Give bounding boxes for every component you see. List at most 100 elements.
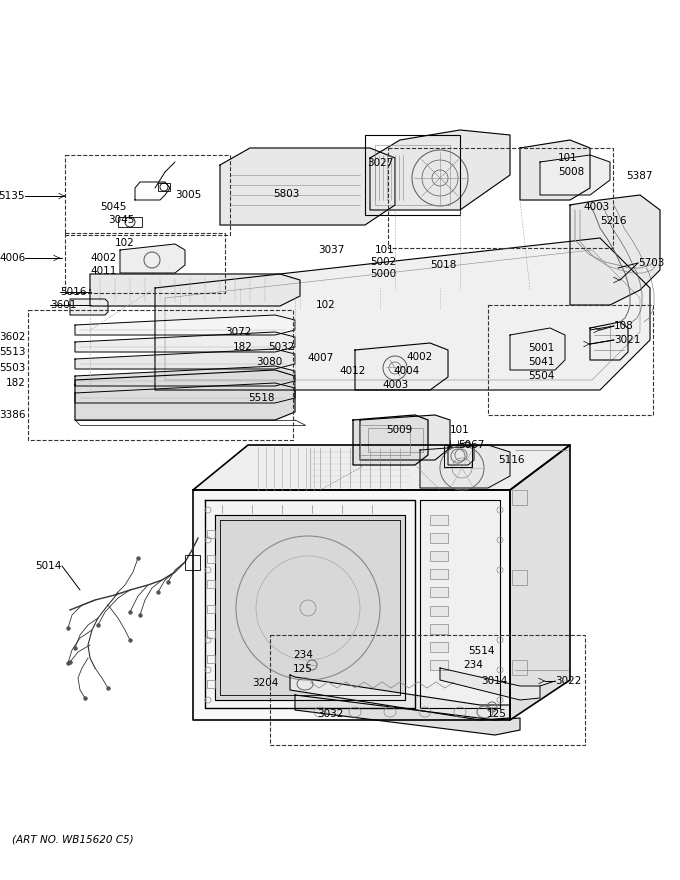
Bar xyxy=(207,555,215,563)
Text: 4007: 4007 xyxy=(308,353,334,363)
Text: 5116: 5116 xyxy=(498,455,524,465)
Bar xyxy=(444,445,472,467)
Text: 4006: 4006 xyxy=(0,253,26,263)
Bar xyxy=(430,605,448,616)
Bar xyxy=(118,217,142,227)
Polygon shape xyxy=(193,490,510,720)
Text: 5014: 5014 xyxy=(35,561,62,571)
Polygon shape xyxy=(540,155,610,195)
Bar xyxy=(207,680,215,688)
Polygon shape xyxy=(290,675,510,720)
Bar xyxy=(430,588,448,598)
Text: 101: 101 xyxy=(558,153,578,163)
Text: 5135: 5135 xyxy=(0,191,25,201)
Text: 5518: 5518 xyxy=(248,393,275,403)
Text: 4003: 4003 xyxy=(583,202,609,212)
Text: 3386: 3386 xyxy=(0,410,26,420)
Bar xyxy=(512,570,527,585)
Text: 3005: 3005 xyxy=(175,190,201,200)
Text: 5703: 5703 xyxy=(638,258,664,268)
Bar xyxy=(65,155,230,235)
Text: 5002: 5002 xyxy=(370,257,396,267)
Polygon shape xyxy=(75,332,295,352)
Bar xyxy=(368,428,423,452)
Text: 101: 101 xyxy=(375,245,395,255)
Bar xyxy=(207,630,215,638)
Bar xyxy=(158,183,170,191)
Polygon shape xyxy=(75,366,295,386)
Bar xyxy=(65,233,225,293)
Text: 4003: 4003 xyxy=(382,380,408,390)
Text: 3014: 3014 xyxy=(481,676,507,686)
Text: 125: 125 xyxy=(293,664,313,674)
Polygon shape xyxy=(70,299,108,315)
Text: 5216: 5216 xyxy=(600,216,626,226)
Bar xyxy=(185,555,200,570)
Bar xyxy=(512,490,527,505)
Text: 3045: 3045 xyxy=(108,215,135,225)
Text: 3601: 3601 xyxy=(50,300,76,310)
Polygon shape xyxy=(295,695,520,735)
Bar xyxy=(430,551,448,561)
Bar xyxy=(488,305,653,415)
Text: 3037: 3037 xyxy=(318,245,344,255)
Text: 5041: 5041 xyxy=(528,357,554,367)
Text: 5067: 5067 xyxy=(458,440,484,450)
Polygon shape xyxy=(75,383,295,403)
Text: 4004: 4004 xyxy=(393,366,420,376)
Text: 5387: 5387 xyxy=(626,171,653,181)
Text: 4012: 4012 xyxy=(339,366,365,376)
Polygon shape xyxy=(120,244,185,273)
Text: 3602: 3602 xyxy=(0,332,26,342)
Polygon shape xyxy=(215,515,405,700)
Polygon shape xyxy=(75,315,295,335)
Text: 5503: 5503 xyxy=(0,363,26,373)
Text: 5016: 5016 xyxy=(60,287,86,297)
Bar xyxy=(375,145,450,205)
Polygon shape xyxy=(448,442,474,465)
Bar xyxy=(365,135,460,215)
Bar xyxy=(207,655,215,663)
Bar xyxy=(28,310,293,440)
Bar xyxy=(430,642,448,652)
Text: 5032: 5032 xyxy=(268,342,294,352)
Polygon shape xyxy=(590,322,628,360)
Text: 3080: 3080 xyxy=(256,357,282,367)
Text: 5513: 5513 xyxy=(0,347,26,357)
Polygon shape xyxy=(355,343,448,390)
Text: 3032: 3032 xyxy=(317,709,343,719)
Text: 3204: 3204 xyxy=(253,678,279,688)
Text: 234: 234 xyxy=(293,650,313,660)
Bar xyxy=(512,660,527,675)
Text: 125: 125 xyxy=(487,709,507,719)
Polygon shape xyxy=(360,415,450,460)
Polygon shape xyxy=(420,445,510,488)
Text: 5803: 5803 xyxy=(273,189,300,199)
Bar xyxy=(430,660,448,670)
Polygon shape xyxy=(570,195,660,305)
Polygon shape xyxy=(353,415,428,465)
Polygon shape xyxy=(440,668,540,700)
Bar xyxy=(430,624,448,634)
Text: 102: 102 xyxy=(316,300,336,310)
Text: 4002: 4002 xyxy=(406,352,432,362)
Text: 5514: 5514 xyxy=(468,646,494,656)
Text: 5000: 5000 xyxy=(370,269,396,279)
Polygon shape xyxy=(75,349,295,369)
Bar xyxy=(360,425,410,455)
Text: 101: 101 xyxy=(450,425,470,435)
Bar xyxy=(430,515,448,525)
Polygon shape xyxy=(520,140,590,200)
Text: 5009: 5009 xyxy=(386,425,412,435)
Text: 4011: 4011 xyxy=(90,266,116,276)
Text: 3022: 3022 xyxy=(555,676,581,686)
Text: 182: 182 xyxy=(6,378,26,388)
Bar xyxy=(430,569,448,579)
Bar xyxy=(388,148,613,248)
Text: 3027: 3027 xyxy=(367,158,393,168)
Polygon shape xyxy=(90,274,300,306)
Bar xyxy=(430,533,448,543)
Text: 5045: 5045 xyxy=(100,202,126,212)
Text: 5504: 5504 xyxy=(528,371,554,381)
Polygon shape xyxy=(193,445,570,490)
